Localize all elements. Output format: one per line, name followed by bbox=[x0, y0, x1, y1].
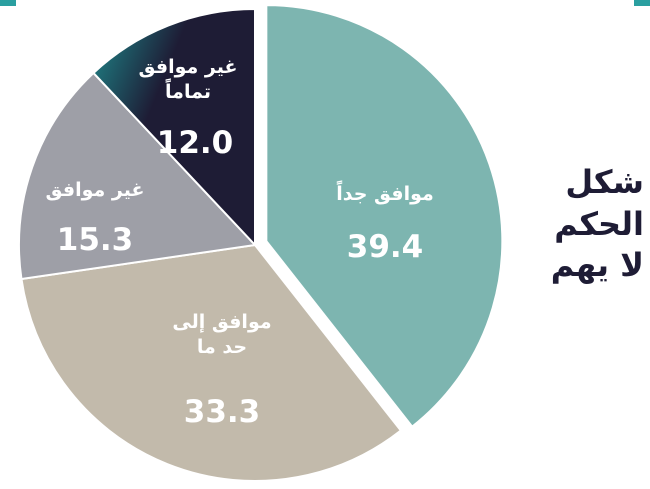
value-label: 39.4 bbox=[346, 229, 424, 265]
chart-title: شكل الحكم لا يهم bbox=[550, 163, 644, 285]
pie-slice bbox=[265, 4, 504, 429]
pie-slice bbox=[20, 243, 403, 482]
decor bbox=[634, 0, 650, 6]
value-label: 12.0 bbox=[156, 125, 234, 161]
slice-label: موافق إلى حد ما bbox=[172, 311, 272, 358]
pie-slice bbox=[92, 7, 256, 248]
slice-label: موافق جداً bbox=[336, 183, 434, 205]
value-label: 15.3 bbox=[56, 222, 134, 258]
value-label: 33.3 bbox=[183, 394, 261, 430]
slice-label: غير موافق bbox=[45, 179, 145, 201]
pie-slice bbox=[18, 71, 258, 281]
pie bbox=[18, 4, 504, 482]
decor bbox=[0, 0, 16, 6]
slice-label: غير موافق تماماً bbox=[138, 56, 238, 103]
